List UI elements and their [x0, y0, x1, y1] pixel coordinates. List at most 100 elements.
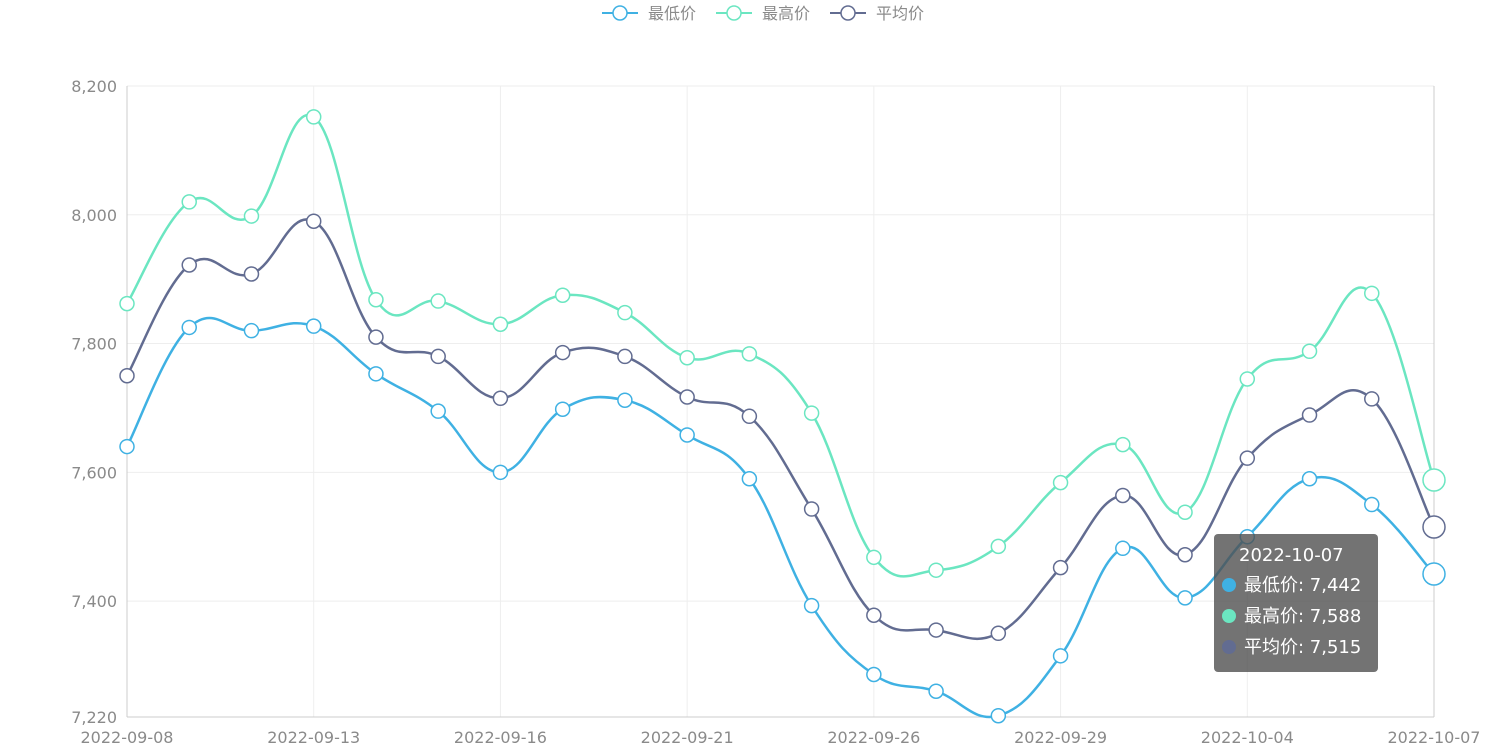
y-tick-label: 8,200: [71, 77, 117, 96]
data-point-max: [1422, 468, 1446, 492]
data-point-avg: [928, 622, 944, 638]
data-point-max: [1115, 436, 1131, 453]
legend-marker-avg: [840, 5, 856, 21]
series: [119, 109, 1446, 724]
data-point-avg: [368, 329, 384, 345]
legend-label-avg: 平均价: [876, 4, 924, 23]
tooltip-min-label: 最低价: 7,442: [1244, 575, 1362, 596]
tooltip-row-min: 最低价: 7,442: [1222, 570, 1372, 601]
tooltip-title: 2022-10-07: [1239, 545, 1344, 566]
data-point-avg: [741, 408, 758, 425]
data-point-avg: [803, 501, 820, 517]
data-point-max: [617, 304, 633, 321]
data-point-avg: [1239, 450, 1256, 466]
tooltip-max-label: 最高价: 7,588: [1244, 606, 1362, 627]
data-point-min: [741, 471, 758, 487]
data-point-min: [928, 683, 944, 699]
x-tick-label: 2022-09-13: [267, 728, 360, 747]
data-point-max: [430, 293, 446, 309]
data-point-min: [368, 366, 384, 382]
data-point-avg: [119, 367, 135, 384]
tooltip-row-max: 最高价: 7,588: [1222, 601, 1372, 632]
y-tick-label: 7,400: [71, 592, 117, 611]
data-point-avg: [990, 625, 1007, 642]
data-point-min: [1115, 540, 1131, 557]
tooltip-row-avg: 平均价: 7,515: [1222, 632, 1372, 663]
x-tick-label: 2022-09-29: [1014, 728, 1107, 747]
series-line-avg: [125, 218, 1436, 641]
y-tick-label: 7,600: [71, 463, 117, 482]
y-tick-label: 7,220: [71, 708, 117, 727]
data-point-max: [1177, 504, 1193, 520]
data-point-min: [1364, 496, 1380, 513]
data-point-min: [1177, 590, 1193, 606]
x-tick-label: 2022-09-16: [454, 728, 547, 747]
data-point-avg: [1301, 407, 1318, 423]
data-point-min: [1052, 648, 1069, 664]
x-tick-label: 2022-10-07: [1388, 728, 1481, 747]
legend-label-max: 最高价: [762, 4, 810, 23]
data-point-avg: [554, 344, 571, 361]
data-point-avg: [617, 348, 633, 365]
data-point-min: [617, 392, 633, 408]
data-point-max: [679, 349, 695, 366]
tooltip: 2022-10-07 最低价: 7,442 最高价: 7,588 平均价: 7,…: [1214, 534, 1378, 672]
data-point-min: [119, 438, 135, 455]
tooltip-dot-avg: [1222, 640, 1236, 654]
data-point-avg: [243, 266, 260, 282]
data-point-max: [368, 292, 384, 308]
data-point-avg: [679, 389, 695, 405]
data-point-avg: [1052, 559, 1069, 576]
data-point-max: [741, 346, 758, 362]
data-point-max: [990, 538, 1007, 555]
data-point-min: [305, 318, 322, 334]
data-point-max: [866, 549, 882, 566]
data-point-avg: [430, 348, 446, 365]
tooltip-dot-min: [1222, 578, 1236, 592]
x-tick-label: 2022-10-04: [1201, 728, 1294, 747]
legend-marker-max: [726, 5, 742, 21]
series-line-min: [125, 316, 1435, 719]
data-point-avg: [1115, 487, 1131, 504]
data-point-max: [119, 295, 135, 312]
data-point-min: [1422, 562, 1446, 586]
data-point-min: [803, 597, 820, 614]
data-point-avg: [305, 213, 322, 229]
data-point-max: [492, 316, 509, 332]
legend-marker-min: [612, 5, 628, 21]
data-point-max: [1239, 371, 1256, 387]
series-line-max: [125, 113, 1436, 578]
legend-label-min: 最低价: [648, 4, 696, 23]
tooltip-avg-label: 平均价: 7,515: [1244, 637, 1362, 658]
y-tick-label: 7,800: [71, 335, 117, 354]
tooltip-dot-max: [1222, 609, 1236, 623]
data-point-avg: [866, 607, 882, 624]
x-tick-label: 2022-09-21: [641, 728, 734, 747]
data-point-min: [1301, 471, 1318, 487]
data-point-min: [554, 401, 571, 417]
data-point-max: [1301, 343, 1318, 360]
data-point-max: [554, 287, 571, 304]
x-tick-label: 2022-09-08: [81, 728, 174, 747]
data-point-min: [990, 707, 1007, 724]
data-point-max: [928, 562, 944, 578]
data-point-max: [243, 208, 260, 224]
data-point-min: [181, 319, 197, 336]
data-point-avg: [1177, 546, 1193, 563]
data-point-max: [803, 405, 820, 421]
data-point-avg: [492, 390, 509, 407]
y-tick-label: 8,000: [71, 206, 117, 225]
axes: 7,220 7,400 7,600 7,800 8,000 8,200 2022-09-08…: [71, 77, 1480, 747]
data-point-max: [305, 109, 322, 125]
data-point-min: [430, 403, 446, 419]
data-point-min: [679, 427, 695, 443]
data-point-avg: [181, 257, 197, 273]
data-point-max: [181, 194, 197, 210]
data-point-avg: [1364, 391, 1380, 407]
data-point-max: [1052, 474, 1069, 491]
legend: 最低价 最高价 平均价: [602, 4, 924, 23]
data-point-min: [866, 666, 882, 683]
data-point-max: [1364, 285, 1380, 302]
data-point-avg: [1422, 515, 1446, 539]
